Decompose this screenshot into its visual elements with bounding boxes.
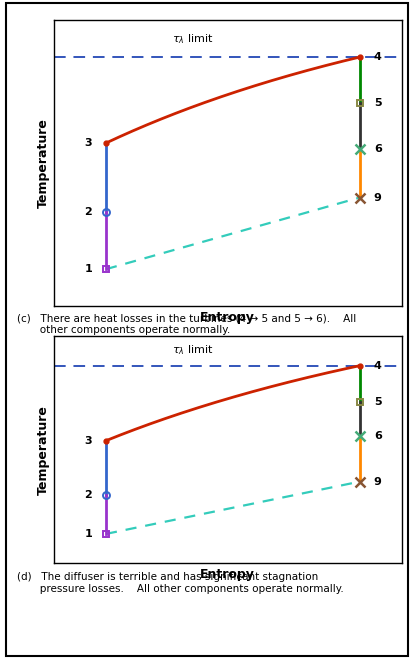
Text: 4: 4 (373, 360, 381, 370)
Text: 9: 9 (373, 192, 381, 202)
Text: 6: 6 (373, 144, 381, 154)
Text: (d)   The diffuser is terrible and has significant stagnation
       pressure lo: (d) The diffuser is terrible and has sig… (17, 572, 342, 594)
Text: 4: 4 (373, 52, 381, 62)
Text: (c)   There are heat losses in the turbines (4 → 5 and 5 → 6).    All
       oth: (c) There are heat losses in the turbine… (17, 313, 355, 335)
Text: 3: 3 (84, 138, 92, 148)
Y-axis label: Temperature: Temperature (37, 118, 50, 208)
Y-axis label: Temperature: Temperature (37, 405, 50, 495)
Text: $\tau_\lambda$ limit: $\tau_\lambda$ limit (172, 32, 213, 45)
Text: $\tau_\lambda$ limit: $\tau_\lambda$ limit (172, 343, 213, 357)
Text: 1: 1 (84, 264, 92, 274)
Text: 6: 6 (373, 431, 381, 441)
Text: 2: 2 (84, 490, 92, 500)
X-axis label: Entropy: Entropy (200, 567, 254, 581)
Text: 2: 2 (84, 207, 92, 217)
X-axis label: Entropy: Entropy (200, 310, 254, 324)
Text: 5: 5 (373, 98, 380, 108)
Text: 1: 1 (84, 529, 92, 539)
Text: 5: 5 (373, 397, 380, 407)
Text: 9: 9 (373, 476, 381, 486)
Text: 3: 3 (84, 436, 92, 445)
